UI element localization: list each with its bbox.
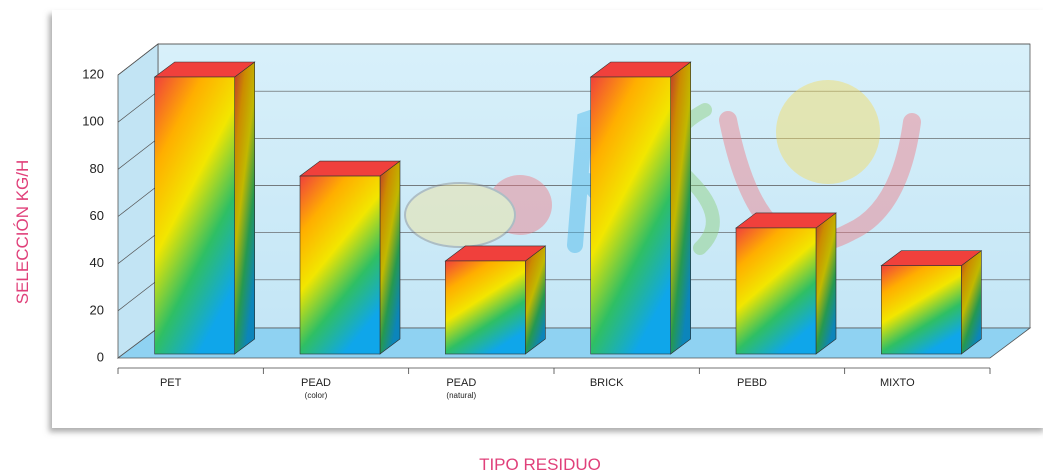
x-axis-title: TIPO RESIDUO (479, 455, 601, 474)
bar (735, 227, 817, 355)
bar-side (670, 61, 691, 355)
x-tick-label: PEAD (446, 377, 476, 389)
bar-side (961, 250, 982, 355)
y-tick-label: 40 (90, 255, 104, 270)
x-tick-label: PEAD (301, 377, 331, 389)
y-tick-label: 120 (82, 66, 104, 81)
bar (590, 76, 671, 355)
x-tick-sublabel: (natural) (446, 391, 476, 400)
bar-side (379, 160, 401, 355)
x-tick-label: BRICK (590, 377, 624, 389)
x-tick-sublabel: (color) (305, 391, 328, 400)
bar-side (234, 61, 255, 355)
bar-side (525, 245, 546, 355)
y-tick-label: 100 (82, 114, 104, 129)
bar (881, 265, 962, 355)
bar (299, 175, 381, 355)
x-tick-label: PET (160, 377, 182, 389)
y-axis-title: SELECCIÓN KG/H (13, 160, 32, 305)
bar (154, 76, 235, 355)
y-tick-label: 60 (90, 208, 104, 223)
y-tick-label: 80 (90, 161, 104, 176)
x-tick-label: MIXTO (880, 377, 915, 389)
bar (445, 260, 526, 355)
grid-line (117, 43, 1030, 76)
bar-side (815, 212, 837, 355)
y-tick-label: 20 (90, 302, 104, 317)
y-tick-label: 0 (97, 349, 104, 364)
x-tick-label: PEBD (737, 377, 767, 389)
